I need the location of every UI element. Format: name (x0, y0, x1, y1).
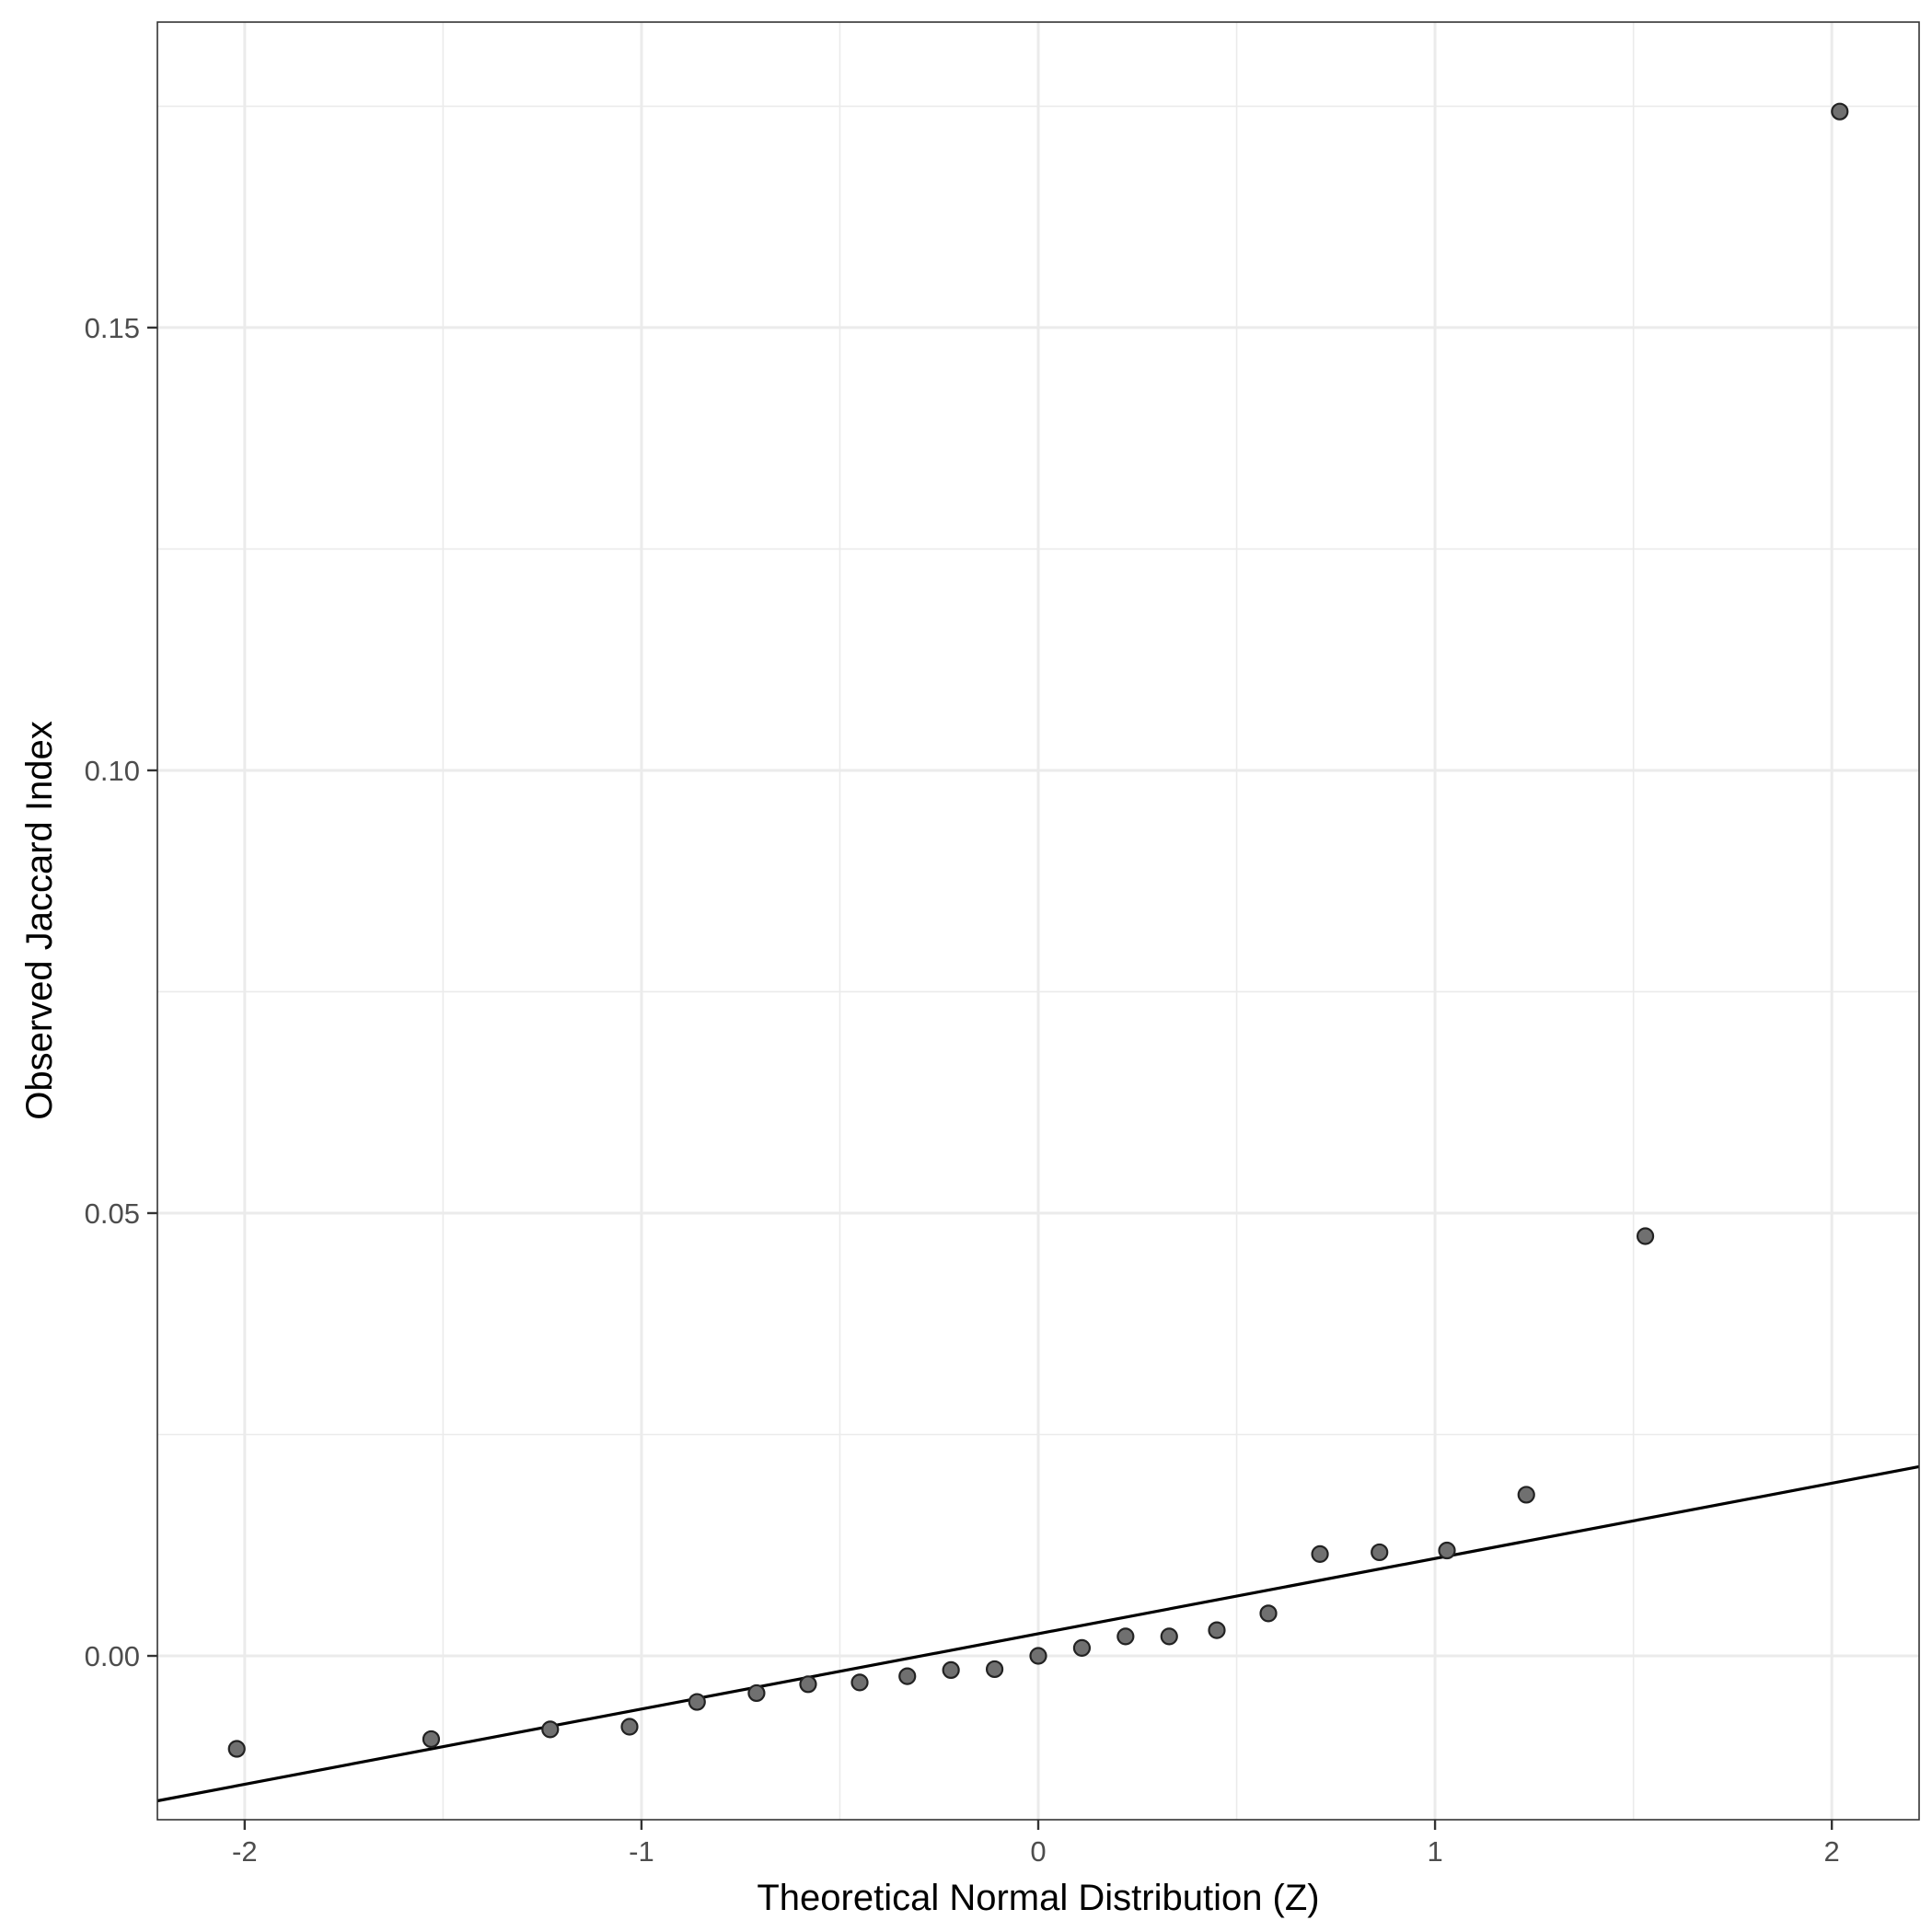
data-point (1636, 1227, 1655, 1245)
y-axis-title: Observed Jaccard Index (19, 721, 60, 1120)
data-point (985, 1660, 1004, 1679)
x-tick-label: 2 (1824, 1835, 1840, 1868)
data-point (1371, 1543, 1389, 1562)
data-point (1517, 1486, 1535, 1504)
x-tick-label: -1 (629, 1835, 654, 1868)
y-axis-ticks: 0.00 0.05 0.10 0.15 (85, 312, 157, 1672)
data-point (1831, 102, 1849, 121)
y-tick-label: 0.00 (85, 1640, 140, 1672)
data-point (1208, 1621, 1226, 1639)
data-point (1438, 1541, 1456, 1560)
data-point (942, 1660, 960, 1680)
data-point (1160, 1627, 1178, 1646)
data-point (1029, 1647, 1047, 1665)
qq-reference-line (156, 1464, 1920, 1803)
y-tick-label: 0.10 (85, 755, 140, 787)
x-tick-label: 0 (1030, 1835, 1046, 1868)
data-point (1116, 1627, 1135, 1646)
data-point (688, 1693, 706, 1711)
data-point (1311, 1544, 1329, 1563)
data-point (1072, 1638, 1092, 1657)
data-point (747, 1683, 766, 1703)
data-point (850, 1673, 869, 1692)
data-point (620, 1718, 639, 1736)
data-point (227, 1740, 246, 1758)
data-point (799, 1675, 817, 1694)
x-tick-label: 1 (1427, 1835, 1442, 1868)
data-point (422, 1730, 441, 1749)
data-point (1259, 1604, 1278, 1623)
data-point (898, 1667, 917, 1685)
x-axis-title: Theoretical Normal Distribution (Z) (757, 1878, 1319, 1918)
x-tick-label: -2 (232, 1835, 258, 1868)
data-points (227, 102, 1849, 1758)
data-point (541, 1720, 560, 1739)
y-tick-label: 0.05 (85, 1197, 140, 1230)
reference-line-layer (156, 1464, 1920, 1803)
y-tick-label: 0.15 (85, 312, 140, 344)
x-axis-ticks: -2 -1 0 1 2 (232, 1820, 1840, 1868)
